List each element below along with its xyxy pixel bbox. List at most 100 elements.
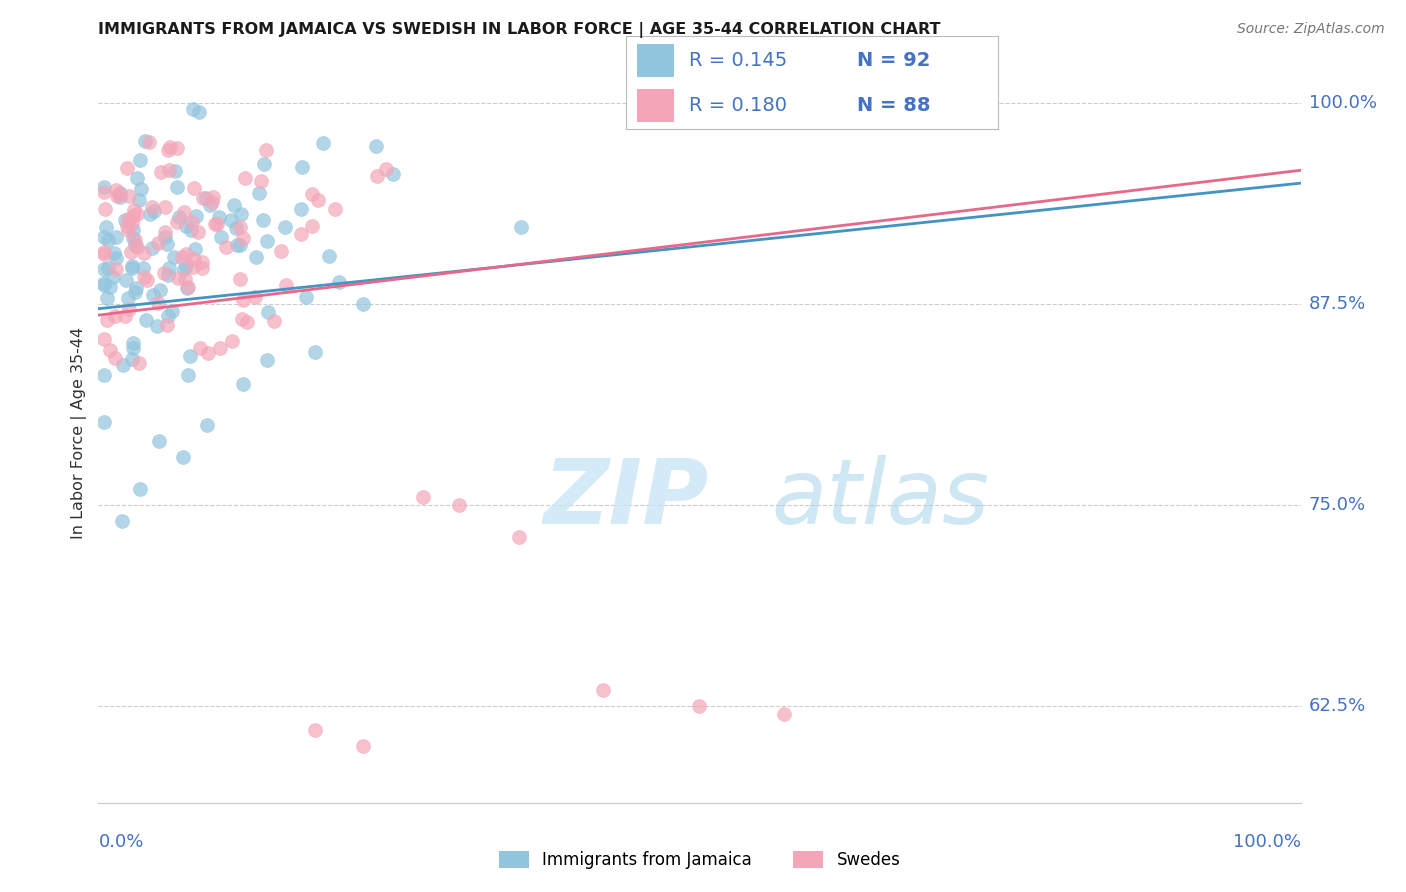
- Point: [101, 270, 124, 285]
- Point: [121, 216, 143, 230]
- Point: [274, 220, 297, 235]
- Point: [122, 341, 145, 355]
- Point: [176, 281, 198, 295]
- Point: [118, 301, 141, 316]
- Point: [104, 261, 127, 276]
- Text: Source: ZipAtlas.com: Source: ZipAtlas.com: [1237, 22, 1385, 37]
- Point: [115, 219, 138, 234]
- Text: R = 0.145: R = 0.145: [689, 51, 787, 70]
- Point: [125, 170, 148, 185]
- Text: 62.5%: 62.5%: [1309, 698, 1367, 715]
- Point: [104, 230, 127, 244]
- Point: [108, 187, 131, 202]
- Point: [198, 198, 221, 212]
- Point: [124, 233, 146, 247]
- Legend: Immigrants from Jamaica, Swedes: Immigrants from Jamaica, Swedes: [492, 845, 907, 876]
- Point: [215, 240, 238, 254]
- Point: [174, 259, 197, 273]
- Point: [231, 311, 253, 326]
- Point: [166, 214, 188, 228]
- Point: [157, 261, 180, 276]
- Point: [172, 450, 194, 464]
- Point: [184, 242, 207, 256]
- Point: [156, 143, 179, 157]
- Text: atlas: atlas: [772, 455, 990, 543]
- Point: [93, 245, 115, 260]
- Point: [121, 230, 143, 244]
- Point: [93, 180, 115, 194]
- Point: [235, 315, 257, 329]
- Point: [104, 351, 127, 365]
- Point: [225, 221, 247, 235]
- Point: [160, 304, 183, 318]
- Point: [184, 209, 207, 223]
- Point: [124, 237, 146, 252]
- Point: [156, 237, 179, 252]
- Point: [96, 291, 118, 305]
- Bar: [637, 44, 673, 77]
- Point: [256, 353, 278, 368]
- Point: [134, 269, 156, 284]
- Point: [508, 530, 530, 544]
- Point: [323, 202, 346, 217]
- Point: [188, 104, 211, 119]
- Point: [141, 241, 163, 255]
- Point: [121, 209, 143, 223]
- Point: [772, 707, 794, 722]
- Point: [129, 153, 152, 167]
- Point: [96, 220, 118, 235]
- Point: [105, 189, 128, 203]
- Point: [108, 186, 131, 200]
- Point: [183, 180, 205, 194]
- Point: [188, 341, 211, 355]
- Text: 75.0%: 75.0%: [1309, 496, 1367, 514]
- Text: 100.0%: 100.0%: [1309, 94, 1376, 112]
- Point: [291, 160, 314, 174]
- Point: [122, 202, 145, 217]
- Point: [174, 219, 197, 234]
- Point: [375, 161, 398, 176]
- Point: [304, 723, 326, 738]
- Point: [157, 163, 180, 178]
- Point: [153, 200, 176, 214]
- Point: [364, 139, 387, 153]
- Text: 100.0%: 100.0%: [1233, 833, 1301, 851]
- Point: [127, 240, 149, 254]
- Point: [232, 231, 254, 245]
- Point: [229, 271, 252, 285]
- Point: [153, 230, 176, 244]
- Point: [117, 291, 139, 305]
- Point: [93, 262, 115, 277]
- Point: [117, 189, 139, 203]
- Point: [146, 235, 169, 250]
- Point: [190, 260, 212, 275]
- Point: [179, 349, 201, 363]
- Point: [124, 285, 146, 300]
- Text: R = 0.180: R = 0.180: [689, 96, 787, 115]
- Point: [141, 200, 163, 214]
- Point: [253, 157, 276, 171]
- Point: [98, 343, 121, 357]
- Point: [226, 238, 249, 252]
- Point: [180, 223, 202, 237]
- Point: [166, 180, 188, 194]
- Point: [122, 223, 145, 237]
- Point: [111, 514, 134, 528]
- Point: [294, 290, 316, 304]
- Point: [256, 143, 278, 157]
- Point: [263, 314, 285, 328]
- Point: [219, 213, 242, 227]
- Point: [173, 262, 195, 277]
- Point: [120, 245, 142, 260]
- Point: [128, 193, 150, 207]
- Point: [174, 247, 197, 261]
- Point: [93, 368, 115, 382]
- Point: [252, 212, 274, 227]
- Point: [117, 223, 139, 237]
- Point: [96, 313, 118, 327]
- Point: [143, 204, 166, 219]
- Point: [105, 251, 128, 265]
- Point: [183, 252, 205, 266]
- Point: [177, 368, 200, 382]
- Point: [129, 482, 152, 496]
